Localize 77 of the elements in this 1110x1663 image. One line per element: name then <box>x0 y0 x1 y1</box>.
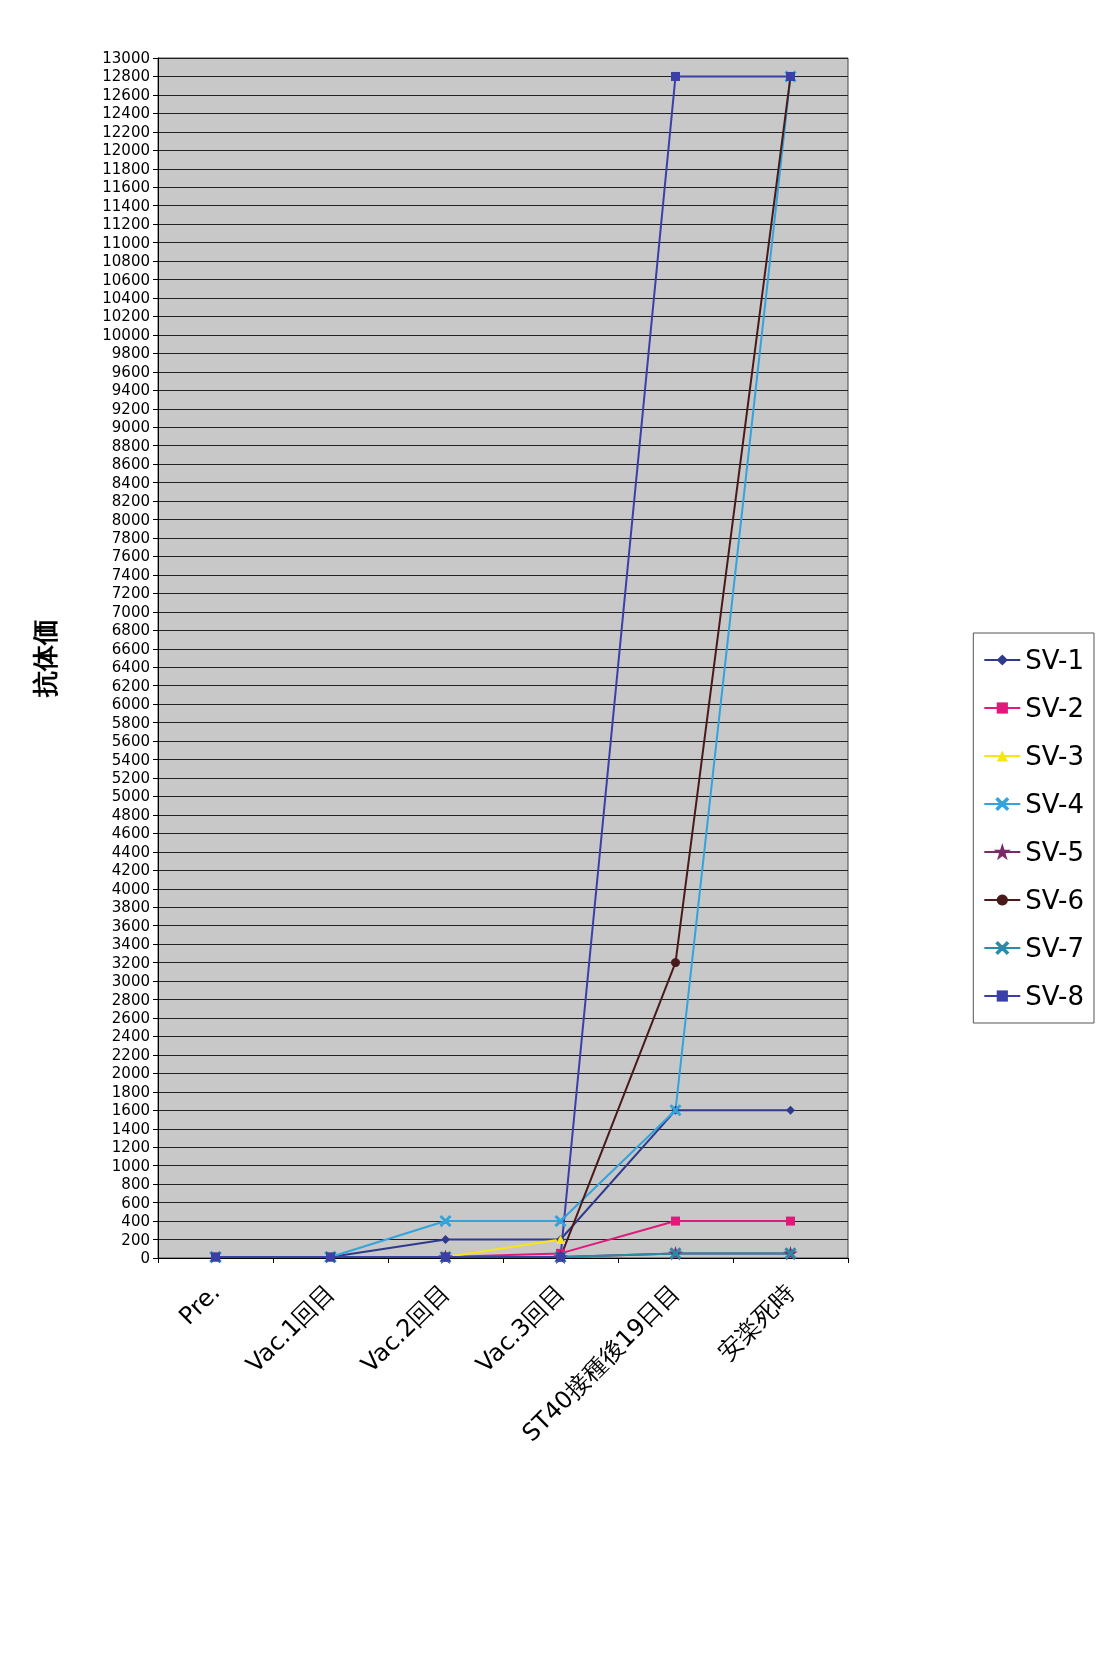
y-tick-label: 5600 <box>111 732 150 751</box>
legend-label: SV-2 <box>1025 693 1085 723</box>
y-tick-label: 2600 <box>111 1009 150 1027</box>
y-tick-label: 7800 <box>111 529 150 547</box>
y-tick-label: 7000 <box>111 602 150 621</box>
y-tick-label: 12200 <box>102 122 150 141</box>
y-tick-label: 9600 <box>111 362 150 381</box>
y-tick-label: 600 <box>121 1193 150 1212</box>
y-tick-label: 11600 <box>102 178 150 197</box>
y-tick-label: 2200 <box>111 1045 150 1064</box>
y-tick-label: 0 <box>140 1249 150 1267</box>
legend-label: SV-7 <box>1025 933 1085 963</box>
y-tick-label: 4000 <box>111 879 150 898</box>
y-tick-label: 1400 <box>111 1119 150 1138</box>
y-tick-label: 9800 <box>111 344 150 363</box>
y-tick-label: 10200 <box>102 307 150 326</box>
y-tick-label: 200 <box>121 1230 150 1249</box>
y-tick-label: 10600 <box>102 270 150 289</box>
y-tick-label: 4600 <box>111 824 150 843</box>
y-tick-label: 5200 <box>111 769 150 787</box>
y-tick-label: 11400 <box>102 196 150 215</box>
y-tick-label: 6600 <box>111 639 150 658</box>
y-tick-label: 9200 <box>111 399 150 418</box>
y-tick-label: 9400 <box>111 381 150 400</box>
y-tick-label: 7600 <box>111 547 150 566</box>
legend-label: SV-5 <box>1025 837 1085 867</box>
y-tick-label: 5000 <box>111 787 150 806</box>
y-tick-label: 2000 <box>111 1064 150 1083</box>
y-tick-label: 10000 <box>102 325 150 344</box>
y-tick-label: 8000 <box>111 510 150 529</box>
x-tick-label: Pre. <box>173 1278 226 1331</box>
y-tick-label: 1600 <box>111 1101 150 1120</box>
y-tick-label: 4800 <box>111 805 150 824</box>
y-tick-label: 9000 <box>111 418 150 437</box>
y-tick-label: 6800 <box>111 621 150 640</box>
y-tick-label: 12400 <box>102 104 150 123</box>
y-tick-label: 10400 <box>102 289 150 307</box>
y-tick-label: 8200 <box>111 492 150 511</box>
y-tick-label: 11000 <box>102 233 150 252</box>
legend-label: SV-8 <box>1025 981 1085 1011</box>
legend-label: SV-3 <box>1025 741 1085 771</box>
y-tick-label: 3800 <box>111 898 150 917</box>
y-tick-label: 2400 <box>111 1027 150 1046</box>
y-tick-label: 1000 <box>111 1156 150 1175</box>
y-tick-label: 8600 <box>111 455 150 474</box>
y-tick-label: 7400 <box>111 565 150 584</box>
y-tick-label: 800 <box>121 1175 150 1194</box>
y-tick-label: 12600 <box>102 85 150 104</box>
y-tick-label: 3600 <box>111 916 150 935</box>
legend-label: SV-6 <box>1025 885 1085 915</box>
y-tick-label: 5800 <box>111 713 150 732</box>
y-tick-label: 4400 <box>111 842 150 861</box>
y-tick-label: 8400 <box>111 473 150 492</box>
y-tick-label: 6200 <box>111 676 150 695</box>
y-tick-label: 11800 <box>102 159 150 178</box>
y-tick-label: 1800 <box>111 1082 150 1101</box>
y-tick-label: 6000 <box>111 695 150 714</box>
y-tick-label: 10800 <box>102 252 150 271</box>
y-tick-label: 11200 <box>102 215 150 234</box>
y-tick-label: 400 <box>121 1212 150 1231</box>
y-tick-label: 2800 <box>111 990 150 1009</box>
y-axis-title: 抗体価 <box>30 619 60 698</box>
y-tick-label: 6400 <box>111 658 150 677</box>
y-tick-label: 3400 <box>111 935 150 954</box>
y-tick-label: 3200 <box>111 953 150 972</box>
y-tick-label: 12000 <box>102 141 150 160</box>
y-tick-label: 12800 <box>102 67 150 86</box>
legend-label: SV-1 <box>1025 645 1085 675</box>
y-tick-label: 3000 <box>111 972 150 991</box>
y-tick-label: 8800 <box>111 436 150 455</box>
legend-label: SV-4 <box>1025 789 1085 819</box>
y-tick-label: 7200 <box>111 584 150 603</box>
y-tick-label: 1200 <box>111 1138 150 1157</box>
y-tick-label: 4200 <box>111 861 150 880</box>
x-tick-label: 安楽死時 <box>712 1278 801 1366</box>
y-tick-label: 13000 <box>102 49 150 67</box>
y-tick-label: 5400 <box>111 750 150 769</box>
